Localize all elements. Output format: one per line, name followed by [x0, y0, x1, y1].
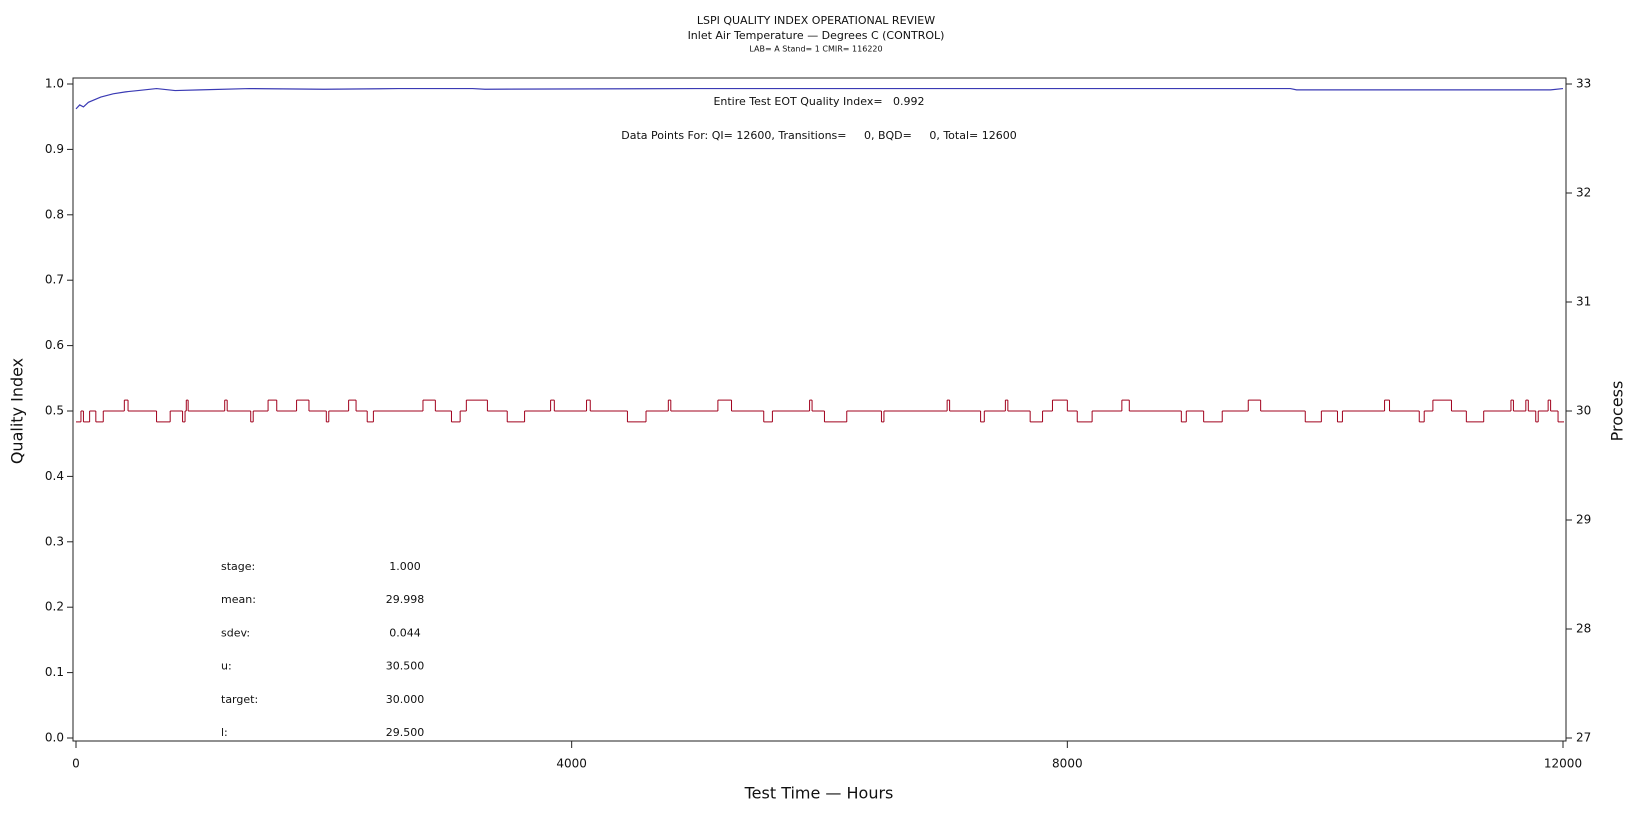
stat-label: mean: — [221, 593, 256, 606]
chart-subtitle: LAB= A Stand= 1 CMIR= 116220 — [749, 45, 882, 54]
y-tick-label: 0.9 — [45, 142, 64, 156]
annotation: Entire Test EOT Quality Index= 0.992 — [713, 95, 924, 108]
y2-tick-label: 31 — [1576, 295, 1591, 309]
stat-label: l: — [221, 726, 228, 739]
stat-value: 1.000 — [389, 560, 421, 573]
stat-label: sdev: — [221, 626, 250, 639]
annotation: Data Points For: QI= 12600, Transitions=… — [621, 129, 1016, 142]
y-tick-label: 1.0 — [45, 77, 64, 91]
stat-value: 30.500 — [386, 660, 425, 673]
y-tick-label: 0.1 — [45, 665, 64, 679]
x-tick-label: 0 — [72, 757, 80, 771]
y-axis-title: Quality Index — [8, 358, 27, 464]
y-tick-label: 0.0 — [45, 731, 64, 745]
y-tick-label: 0.3 — [45, 534, 64, 548]
chart-subtitle: Inlet Air Temperature — Degrees C (CONTR… — [688, 29, 945, 42]
series-line — [75, 87, 1564, 110]
x-tick-label: 12000 — [1544, 757, 1582, 771]
plot-frame — [72, 77, 1567, 742]
x-tick-label: 8000 — [1052, 757, 1083, 771]
x-tick-label: 4000 — [556, 757, 587, 771]
y2-tick-label: 29 — [1576, 513, 1591, 527]
y2-tick-label: 28 — [1576, 622, 1591, 636]
stat-label: stage: — [221, 560, 255, 573]
y2-tick-label: 30 — [1576, 404, 1591, 418]
stat-label: target: — [221, 693, 258, 706]
y2-tick-label: 32 — [1576, 186, 1591, 200]
stat-value: 29.998 — [386, 593, 425, 606]
y2-tick-label: 33 — [1576, 77, 1591, 91]
stat-label: u: — [221, 660, 232, 673]
stat-value: 0.044 — [389, 626, 421, 639]
y-tick-label: 0.6 — [45, 338, 64, 352]
y2-axis-title: Process — [1608, 381, 1627, 442]
y-tick-label: 0.8 — [45, 207, 64, 221]
y2-tick-label: 27 — [1576, 731, 1591, 745]
y-tick-label: 0.7 — [45, 273, 64, 287]
chart-title: LSPI QUALITY INDEX OPERATIONAL REVIEW — [697, 14, 935, 27]
stat-value: 29.500 — [386, 726, 425, 739]
y-tick-label: 0.4 — [45, 469, 64, 483]
y-tick-label: 0.2 — [45, 600, 64, 614]
y-tick-label: 0.5 — [45, 404, 64, 418]
x-axis-title: Test Time — Hours — [744, 784, 894, 803]
stat-value: 30.000 — [386, 693, 425, 706]
